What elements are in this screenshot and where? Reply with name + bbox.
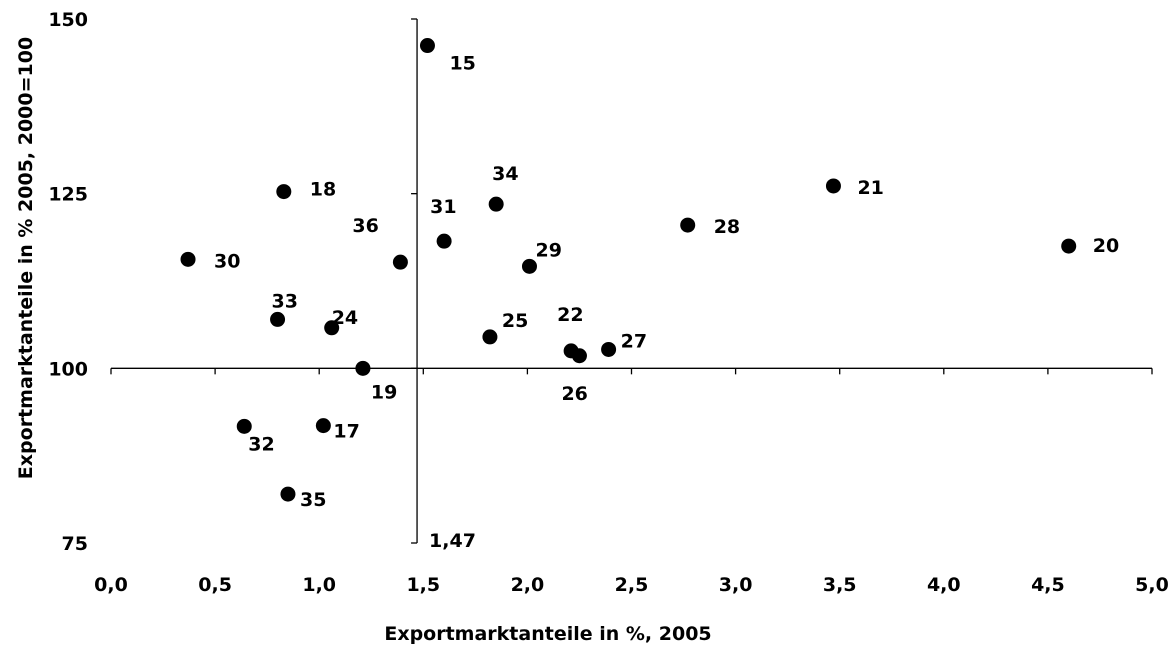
point-label: 17	[333, 421, 359, 443]
point-label: 22	[557, 304, 583, 326]
data-point	[236, 418, 252, 434]
x-tick-label: 4,5	[1031, 574, 1065, 596]
point-label: 32	[248, 433, 274, 455]
point-labels: 15 17 18 19 20 21 22 24 25 26 27 28 29 30 31 32 33 34 35 36	[214, 53, 1119, 512]
point-label: 34	[492, 163, 518, 185]
point-label: 21	[857, 177, 883, 199]
data-point	[680, 217, 696, 233]
data-point	[270, 311, 286, 327]
axes	[111, 19, 1152, 543]
data-point	[601, 341, 617, 357]
data-point	[571, 348, 587, 364]
data-point	[355, 360, 371, 376]
data-point	[419, 38, 435, 54]
point-label: 33	[272, 290, 298, 312]
y-axis-cross-label: 1,47	[429, 530, 476, 552]
x-tick-label: 0,0	[94, 574, 128, 596]
data-points	[180, 38, 1077, 502]
x-tick-label: 2,5	[615, 574, 649, 596]
point-label: 20	[1093, 235, 1119, 257]
point-label: 35	[300, 489, 326, 511]
data-point	[482, 329, 498, 345]
tick-marks	[110, 18, 1153, 544]
point-label: 28	[714, 216, 740, 238]
y-tick-label: 150	[48, 9, 88, 31]
y-tick-label: 100	[48, 358, 88, 380]
point-label: 36	[352, 215, 378, 237]
data-point	[280, 486, 296, 502]
y-tick-label: 125	[48, 184, 88, 206]
data-point	[276, 184, 292, 200]
point-label: 19	[371, 381, 397, 403]
x-tick-label: 2,0	[511, 574, 545, 596]
x-tick-label: 0,5	[198, 574, 232, 596]
x-tick-label: 3,5	[823, 574, 857, 596]
x-tick-label: 4,0	[927, 574, 961, 596]
point-label: 18	[310, 179, 336, 201]
data-point	[180, 251, 196, 267]
x-tick-label: 3,0	[719, 574, 753, 596]
x-tick-label: 5,0	[1135, 574, 1169, 596]
data-point	[392, 254, 408, 270]
point-label: 25	[502, 310, 528, 332]
data-point	[315, 418, 331, 434]
point-label: 15	[449, 53, 475, 75]
data-point	[324, 320, 340, 336]
point-label: 24	[332, 307, 358, 329]
data-point	[488, 196, 504, 212]
data-point	[1061, 238, 1077, 254]
point-label: 26	[561, 383, 587, 405]
point-label: 27	[621, 330, 647, 352]
y-axis-title: Exportmarktanteile in % 2005, 2000=100	[15, 37, 37, 479]
data-point	[436, 233, 452, 249]
data-point	[521, 258, 537, 274]
x-axis-title: Exportmarktanteile in %, 2005	[384, 623, 711, 645]
y-tick-label: 75	[62, 533, 88, 555]
point-label: 31	[430, 196, 456, 218]
point-label: 29	[535, 239, 561, 261]
x-tick-label: 1,0	[302, 574, 336, 596]
tick-labels: 0,0 0,5 1,0 1,5 2,0 2,5 3,0 3,5 4,0 4,5 5,0 75 100 12…	[48, 9, 1169, 596]
x-tick-label: 1,5	[406, 574, 440, 596]
data-point	[825, 178, 841, 194]
point-label: 30	[214, 250, 240, 272]
